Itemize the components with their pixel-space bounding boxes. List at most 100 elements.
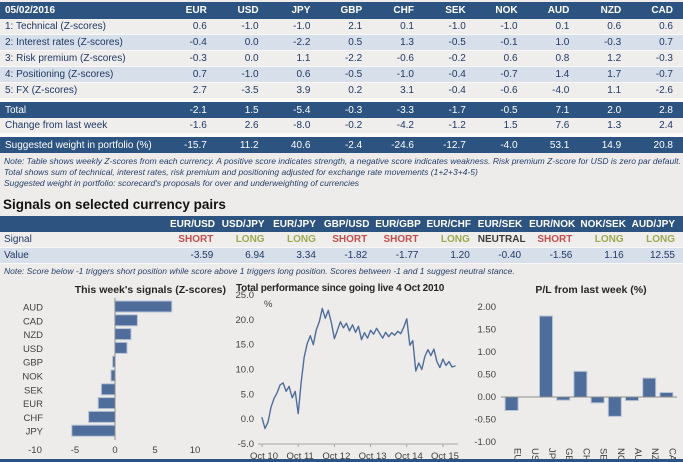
factor-row-label: 5: FX (Z-scores) (0, 82, 165, 99)
signals-note: Note: Score below -1 triggers short posi… (4, 266, 515, 276)
pair-header: NOK/SEK (580, 216, 632, 232)
hbar-EUR (97, 397, 116, 410)
scorecard-cell: -0.6 (475, 82, 528, 99)
hbar-CAD (114, 314, 138, 327)
vbar-NOK (607, 396, 622, 417)
scorecard-cell: 40.6 (268, 137, 321, 153)
scorecard-cell: 2.4 (631, 118, 683, 134)
currency-header: CAD (631, 2, 683, 19)
scorecard-cell: 2.1 (320, 19, 373, 35)
vbar-category-label: JPY (546, 448, 557, 462)
total-performance-line-chart: Total performance since going live 4 Oct… (236, 283, 459, 462)
change-row-label: Change from last week (0, 118, 165, 134)
scorecard-cell: -4.0 (527, 82, 580, 99)
scorecard-cell: -0.3 (631, 50, 683, 67)
scorecard-cell: -4.0 (475, 137, 528, 153)
scorecard-cell: -2.2 (320, 50, 373, 67)
x-tick-label: 10 (190, 445, 201, 456)
y-tick-label: 5.0 (241, 389, 254, 400)
vbar-EUR (504, 396, 519, 411)
scorecard-cell: 2.0 (579, 102, 632, 118)
scorecard-cell: -0.2 (423, 50, 476, 67)
pair-header: EUR/NOK (529, 216, 581, 232)
x-tick-label: 5 (152, 445, 157, 456)
signals-header-spacer (0, 216, 170, 232)
scorecard-cell: -15.7 (165, 137, 217, 153)
y-tick-label: 0.0 (241, 414, 254, 425)
pair-header: EUR/USD (170, 216, 222, 232)
signal-value-cell: -0.40 (477, 247, 530, 264)
currency-header: USD (216, 2, 269, 19)
scorecard-cell: 20.8 (631, 137, 683, 153)
scorecard-cell: 3.1 (372, 82, 424, 99)
charts-row: This week's signals (Z-scores) AUD CAD NZD U… (0, 280, 683, 462)
vbar-SEK (590, 396, 605, 404)
signal-cell: SHORT (529, 232, 581, 248)
y-tick-label: -1.00 (474, 437, 496, 448)
hbar-category-label: SEK (24, 385, 44, 396)
signal-value-cell: -1.82 (323, 247, 376, 264)
vbar-category-label: NZD (649, 448, 660, 462)
vbar-CAD (659, 392, 674, 398)
y-tick-label: 20.0 (236, 315, 255, 326)
scorecard-cell: -0.5 (423, 34, 476, 51)
scorecard-cell: 3.9 (268, 82, 321, 99)
signals-table: EUR/USD USD/JPY EUR/JPY GBP/USD EUR/GBP EUR/C… (0, 216, 683, 264)
scorecard-cell: -1.0 (475, 19, 528, 35)
signal-value-cell: 1.16 (580, 247, 632, 264)
signal-cell: LONG (631, 232, 683, 248)
y-tick-label: 25.0 (236, 290, 255, 301)
currency-header: CHF (372, 2, 424, 19)
signal-cell: LONG (221, 232, 273, 248)
signal-cell: LONG (426, 232, 478, 248)
scorecard-cell: 1.3 (579, 118, 632, 134)
hbar-category-label: EUR (23, 399, 43, 410)
y-tick-label: -5.0 (238, 439, 254, 450)
note-line: Note: Table shows weekly Z-scores from e… (4, 156, 681, 166)
scorecard-cell: 2.7 (165, 82, 217, 99)
x-tick-label: Oct 12 (322, 451, 350, 462)
signals-heading: Signals on selected currency pairs (3, 197, 226, 212)
vbar-category-label: NOK (615, 448, 626, 462)
currency-header: NZD (579, 2, 632, 19)
vbar-AUD (625, 396, 639, 402)
total-row-label: Total (0, 102, 165, 118)
scorecard-cell: -0.7 (475, 66, 528, 83)
scorecard-cell: -0.1 (475, 34, 528, 51)
currency-header: AUD (527, 2, 580, 19)
hbar-category-label: NZD (23, 330, 43, 341)
scorecard-cell: 0.1 (372, 19, 424, 35)
vbar-category-label: SEK (598, 448, 609, 462)
x-tick-label: Oct 11 (287, 451, 314, 462)
weight-row-label: Suggested weight in portfolio (%) (0, 137, 165, 153)
scorecard-table: 05/02/2016 EUR USD JPY GBP CHF SEK NOK AUD NZD CAD… (0, 2, 683, 153)
scorecard-cell: -0.3 (579, 34, 632, 51)
scorecard-cell: -3.3 (372, 102, 424, 118)
weekly-signals-bar-chart: This week's signals (Z-scores) AUD CAD NZD U… (22, 284, 226, 456)
pair-header: EUR/CHF (426, 216, 478, 232)
note-line: Suggested weight in portfolio: scorecard… (4, 178, 360, 188)
scorecard-cell: -0.5 (475, 102, 528, 118)
scorecard-cell: 0.8 (527, 50, 580, 67)
scorecard-cell: -0.3 (165, 50, 217, 67)
vbar-category-label: USD (529, 448, 540, 462)
x-tick-label: Oct 15 (431, 451, 459, 462)
vbar-JPY (539, 315, 553, 398)
scorecard-cell: 0.6 (631, 19, 683, 35)
hbar-CHF (88, 410, 116, 423)
signal-cell: NEUTRAL (477, 232, 530, 248)
pair-header: EUR/SEK (477, 216, 530, 232)
x-tick-label: -5 (71, 445, 79, 456)
currency-header: JPY (268, 2, 321, 19)
scorecard-cell: -1.7 (423, 102, 476, 118)
vbar-CHF (573, 370, 588, 398)
scorecard-cell: 0.6 (165, 19, 217, 35)
signal-value-cell: 12.55 (631, 247, 683, 264)
hbar-JPY (71, 424, 116, 437)
x-tick-label: Oct 10 (250, 451, 278, 462)
signal-value-cell: -1.77 (375, 247, 427, 264)
scorecard-cell: -1.0 (268, 19, 321, 35)
scorecard-cell: -0.4 (165, 34, 217, 51)
x-tick-label: Oct 14 (395, 451, 423, 462)
pair-header: EUR/GBP (375, 216, 427, 232)
